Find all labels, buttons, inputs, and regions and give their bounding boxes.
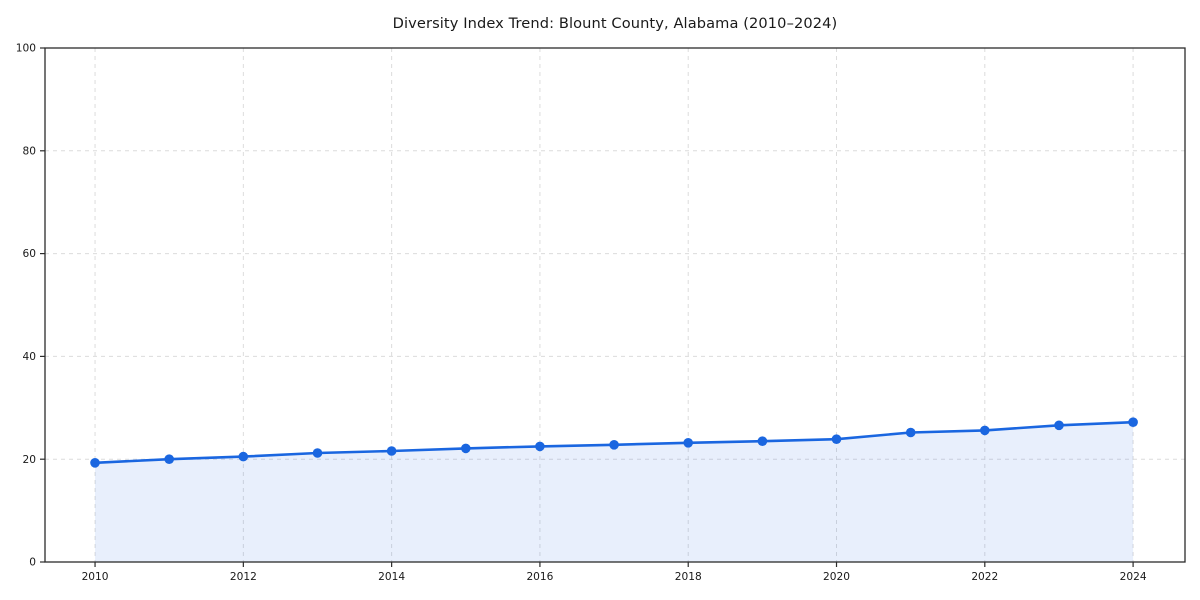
x-tick-label: 2010 [82, 571, 109, 583]
data-point-2017 [609, 440, 619, 450]
data-point-2020 [831, 434, 842, 445]
y-tick-label: 80 [23, 145, 37, 157]
data-point-2023 [1054, 420, 1064, 431]
y-tick-label: 40 [23, 351, 37, 363]
data-point-2015 [461, 443, 471, 454]
y-tick-label: 0 [29, 557, 36, 569]
x-tick-label: 2012 [230, 571, 257, 583]
data-point-2010 [90, 458, 100, 468]
data-point-2013 [312, 448, 323, 458]
x-tick-label: 2022 [971, 571, 998, 583]
data-point-2011 [164, 454, 174, 465]
data-point-2024 [1128, 417, 1138, 428]
x-tick-label: 2024 [1120, 571, 1147, 583]
x-tick-label: 2020 [823, 571, 850, 583]
chart-title: Diversity Index Trend: Blount County, Al… [392, 15, 838, 32]
data-point-2018 [683, 438, 693, 448]
x-tick-label: 2018 [675, 571, 702, 583]
x-tick-label: 2014 [378, 571, 405, 583]
data-point-2014 [386, 446, 397, 456]
y-tick-label: 100 [16, 43, 36, 55]
data-point-2022 [980, 425, 990, 436]
area-fill [95, 422, 1134, 562]
data-point-2019 [757, 436, 768, 447]
data-point-2016 [535, 441, 545, 452]
y-tick-label: 60 [23, 248, 37, 260]
x-tick-label: 2016 [526, 571, 553, 583]
plot-border [44, 47, 1186, 563]
y-tick-label: 20 [23, 454, 37, 466]
data-point-2012 [238, 451, 249, 462]
data-point-2021 [905, 427, 916, 438]
